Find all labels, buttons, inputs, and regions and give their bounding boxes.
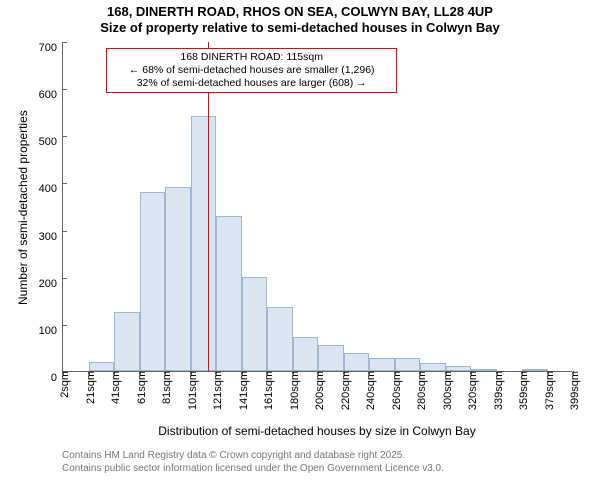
histogram-bar bbox=[165, 187, 191, 371]
chart-titles: 168, DINERTH ROAD, RHOS ON SEA, COLWYN B… bbox=[0, 0, 600, 35]
x-tick: 21sqm bbox=[81, 371, 97, 404]
histogram-bar bbox=[522, 369, 548, 371]
x-tick: 359sqm bbox=[514, 371, 530, 410]
x-tick: 320sqm bbox=[463, 371, 479, 410]
annotation-line1: 168 DINERTH ROAD: 115sqm bbox=[111, 51, 392, 64]
footer-line2: Contains public sector information licen… bbox=[62, 463, 444, 476]
histogram-bar bbox=[140, 192, 166, 371]
x-tick: 300sqm bbox=[438, 371, 454, 410]
x-tick: 2sqm bbox=[55, 371, 71, 398]
x-tick: 200sqm bbox=[310, 371, 326, 410]
histogram-bar bbox=[344, 353, 370, 371]
histogram-bar bbox=[395, 358, 421, 371]
plot-area: 168 DINERTH ROAD: 115sqm ← 68% of semi-d… bbox=[62, 42, 572, 372]
x-tick: 399sqm bbox=[565, 371, 581, 410]
footer-line1: Contains HM Land Registry data © Crown c… bbox=[62, 450, 444, 463]
histogram-bar bbox=[267, 307, 293, 371]
annotation-box: 168 DINERTH ROAD: 115sqm ← 68% of semi-d… bbox=[106, 48, 397, 93]
x-tick: 379sqm bbox=[540, 371, 556, 410]
histogram-bar bbox=[420, 363, 446, 371]
chart-footer: Contains HM Land Registry data © Crown c… bbox=[62, 450, 444, 475]
histogram-bar bbox=[89, 362, 115, 371]
histogram-bar bbox=[293, 337, 319, 371]
x-tick: 121sqm bbox=[208, 371, 224, 410]
x-tick: 141sqm bbox=[234, 371, 250, 410]
x-tick: 61sqm bbox=[132, 371, 148, 404]
histogram-bar bbox=[191, 116, 217, 371]
histogram-bar bbox=[369, 358, 395, 371]
x-axis-label: Distribution of semi-detached houses by … bbox=[62, 424, 572, 438]
chart-title-address: 168, DINERTH ROAD, RHOS ON SEA, COLWYN B… bbox=[0, 4, 600, 20]
chart-title-subtitle: Size of property relative to semi-detach… bbox=[0, 20, 600, 36]
x-tick: 220sqm bbox=[336, 371, 352, 410]
property-size-chart: 168, DINERTH ROAD, RHOS ON SEA, COLWYN B… bbox=[0, 0, 600, 500]
histogram-bar bbox=[318, 345, 344, 371]
histogram-bar bbox=[242, 277, 268, 371]
histogram-bar bbox=[114, 312, 140, 371]
x-tick: 81sqm bbox=[157, 371, 173, 404]
x-tick: 161sqm bbox=[259, 371, 275, 410]
x-tick: 41sqm bbox=[106, 371, 122, 404]
histogram-bar bbox=[216, 216, 242, 371]
annotation-line3: 32% of semi-detached houses are larger (… bbox=[111, 77, 392, 90]
x-tick: 339sqm bbox=[489, 371, 505, 410]
y-axis-label: Number of semi-detached properties bbox=[16, 110, 30, 305]
x-tick: 280sqm bbox=[412, 371, 428, 410]
histogram-bar bbox=[471, 369, 497, 371]
x-tick: 180sqm bbox=[285, 371, 301, 410]
x-tick: 260sqm bbox=[387, 371, 403, 410]
x-tick: 101sqm bbox=[183, 371, 199, 410]
histogram-bar bbox=[446, 366, 472, 371]
x-tick: 240sqm bbox=[361, 371, 377, 410]
annotation-line2: ← 68% of semi-detached houses are smalle… bbox=[111, 64, 392, 77]
